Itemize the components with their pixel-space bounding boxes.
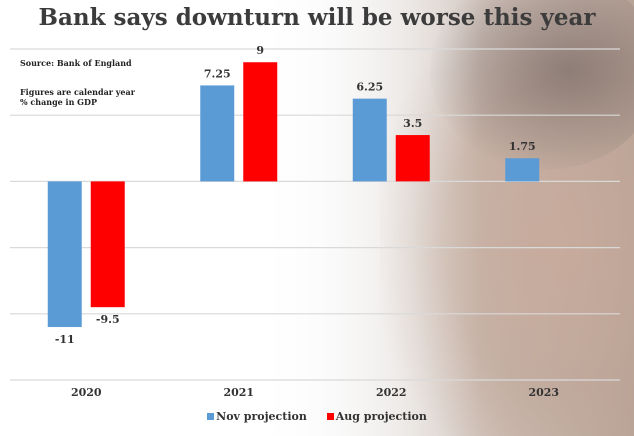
legend: Nov projection Aug projection bbox=[0, 410, 634, 423]
bar-aug-2021 bbox=[243, 62, 278, 182]
data-label: 9 bbox=[256, 44, 264, 57]
x-tick-label: 2020 bbox=[71, 386, 102, 399]
data-label: 1.75 bbox=[509, 140, 536, 153]
figures-note-line2: % change in GDP bbox=[20, 97, 97, 107]
data-label: 6.25 bbox=[356, 81, 383, 94]
bar-nov-2023 bbox=[505, 158, 540, 182]
legend-swatch-aug bbox=[326, 413, 334, 420]
legend-item-aug: Aug projection bbox=[326, 410, 427, 423]
legend-swatch-nov bbox=[207, 413, 215, 420]
x-tick-label: 2023 bbox=[528, 386, 559, 399]
x-tick-label: 2022 bbox=[376, 386, 407, 399]
chart-title: Bank says downturn will be worse this ye… bbox=[38, 4, 596, 31]
data-label: 3.5 bbox=[403, 117, 422, 130]
bar-aug-2022 bbox=[395, 135, 430, 182]
bar-aug-2020 bbox=[90, 181, 125, 308]
data-label: -11 bbox=[55, 333, 75, 346]
data-label: -9.5 bbox=[96, 313, 120, 326]
legend-label-nov: Nov projection bbox=[216, 410, 307, 423]
source-note: Source: Bank of England bbox=[20, 58, 132, 68]
legend-item-nov: Nov projection bbox=[207, 410, 307, 423]
legend-label-aug: Aug projection bbox=[335, 410, 427, 423]
x-tick-label: 2021 bbox=[223, 386, 254, 399]
data-label: 7.25 bbox=[204, 67, 231, 80]
figures-note-line1: Figures are calendar year bbox=[20, 87, 135, 97]
bar-nov-2020 bbox=[47, 181, 82, 328]
bar-nov-2021 bbox=[200, 85, 235, 182]
bar-nov-2022 bbox=[352, 98, 387, 182]
